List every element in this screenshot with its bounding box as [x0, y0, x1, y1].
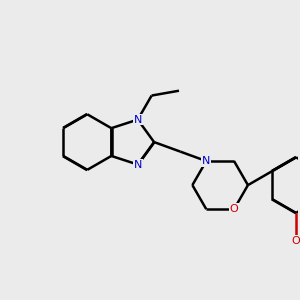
Text: N: N: [134, 115, 142, 124]
Text: N: N: [134, 160, 142, 170]
Text: O: O: [230, 204, 239, 214]
Text: O: O: [292, 236, 300, 246]
Text: N: N: [202, 156, 211, 166]
